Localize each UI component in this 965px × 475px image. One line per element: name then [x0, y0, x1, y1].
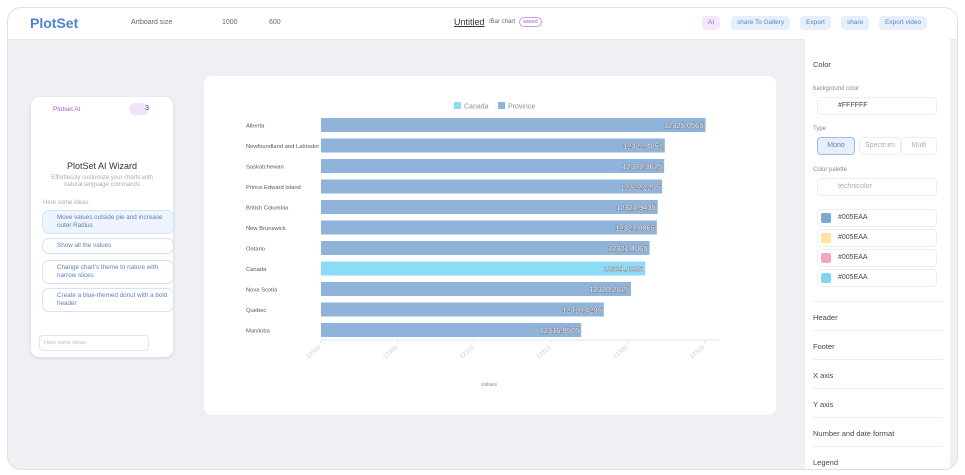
swatch: [821, 273, 831, 283]
category-label: Canada: [246, 267, 267, 273]
x-tick-label: 12310: [459, 345, 476, 361]
ai-description: Effortlessly customize your charts with …: [51, 175, 153, 188]
badge: saved: [519, 17, 542, 27]
category-label: Nova Scotia: [246, 288, 278, 294]
idea[interactable]: Create a blue-themed donut with a bold h…: [42, 288, 174, 312]
bar: [321, 118, 706, 132]
value-label: 12318.4295: [562, 306, 602, 315]
bar: [321, 261, 646, 276]
swatch-input[interactable]: #005EAA: [817, 269, 937, 287]
x-tick-label: 12325: [689, 345, 706, 361]
section-title[interactable]: Footer: [813, 330, 943, 360]
logo[interactable]: PlotSet: [30, 15, 79, 31]
bar: [321, 323, 582, 337]
category-label: New Brunswick: [246, 226, 286, 232]
ai-panel-title: Plotset AI: [53, 106, 81, 113]
x-tick-label: 12320: [613, 345, 630, 361]
doc-subtitle: /Bar chart: [489, 19, 516, 25]
swatch: [821, 233, 831, 243]
export-button[interactable]: Export: [800, 16, 831, 30]
swatch: [821, 213, 831, 223]
category-label: Newfoundland and Labrador: [246, 144, 319, 150]
bar: [321, 241, 650, 255]
category-label: Saskatchewan: [246, 165, 284, 171]
category-label: Alberta: [246, 124, 265, 130]
chart-card: Canada Province Alberta Newfoundland and La…: [204, 76, 776, 415]
swatch-input[interactable]: #005EAA: [817, 229, 937, 247]
bar: [321, 138, 665, 153]
category-label: Manitoba: [246, 329, 271, 335]
legend-label: Province: [508, 104, 535, 111]
bar: [321, 302, 604, 317]
category-label: Ontario: [246, 247, 265, 253]
value-label: 12322.4051: [623, 142, 663, 151]
swatch-input[interactable]: #005EAA: [817, 249, 937, 267]
section-title[interactable]: Y axis: [813, 388, 943, 418]
legend-swatch: [498, 102, 505, 109]
ai-panel: Plotset AI 3 PlotSet AI Wizard Effortles…: [31, 97, 174, 357]
x-tick-label: 12300: [306, 345, 323, 361]
x-tick-label: 12315: [536, 345, 553, 361]
value-label: 12325.0565: [664, 121, 704, 130]
value-label: 12322.2295: [621, 183, 661, 192]
bar: [321, 282, 632, 296]
legend-label: Canada: [464, 104, 489, 111]
palette-label: Color palette: [813, 167, 848, 173]
bg-label: background color: [813, 86, 860, 92]
idea[interactable]: Show all the values: [42, 238, 174, 254]
section-title[interactable]: Number and date format: [813, 417, 943, 447]
value-label: 12316.9565: [540, 326, 580, 335]
swatch-input[interactable]: #005EAA: [817, 209, 937, 227]
bg-input[interactable]: #FFFFFF: [817, 97, 937, 115]
section-title[interactable]: Legend: [813, 446, 943, 469]
value-label: 12321.9435: [616, 203, 656, 212]
x-tick-label: 12305: [382, 345, 399, 361]
ai-button[interactable]: AI: [702, 16, 721, 30]
export-video-button[interactable]: Export video: [879, 16, 928, 30]
bar: [321, 200, 658, 214]
value-label: 12322.3625: [623, 162, 663, 171]
app-frame: PlotSet Artboard size 1000 600 Untitled …: [7, 7, 958, 470]
ai-heading: PlotSet AI Wizard: [66, 161, 138, 171]
section-title[interactable]: X axis: [813, 359, 943, 389]
toolbar: PlotSet Artboard size 1000 600 Untitled …: [8, 8, 957, 40]
chart: Canada Province Alberta Newfoundland and La…: [246, 102, 720, 388]
idea[interactable]: Change chart's theme to nature with narr…: [42, 260, 174, 284]
idea[interactable]: Move values outside pie and increase out…: [42, 210, 174, 234]
type-label: Type: [813, 126, 827, 132]
section-title[interactable]: Header: [813, 301, 943, 331]
type-option[interactable]: Multi: [901, 137, 937, 155]
width-input[interactable]: 1000: [222, 19, 238, 26]
type-option[interactable]: Mono: [817, 137, 855, 155]
bar: [321, 179, 663, 194]
bar: [321, 220, 657, 235]
category-label: Prince Edward Island: [246, 185, 301, 191]
bar: [321, 159, 665, 173]
credits: 3: [129, 103, 149, 115]
doc-title[interactable]: Untitled: [454, 17, 485, 27]
share-button[interactable]: share: [841, 16, 870, 30]
share-gallery-button[interactable]: share To Gallery: [731, 16, 791, 30]
palette-select[interactable]: technicolor: [817, 178, 937, 196]
swatch: [821, 253, 831, 263]
value-label: 12321.1285: [604, 265, 644, 274]
type-option[interactable]: Spectrum: [859, 137, 901, 155]
value-label: 12320.2015: [589, 285, 629, 294]
category-label: British Columbia: [246, 206, 289, 212]
ai-input[interactable]: Here some ideas: [39, 335, 149, 351]
x-axis-label: values: [481, 382, 497, 388]
section-title[interactable]: Color: [813, 60, 831, 69]
ideas-label: Here some ideas:: [43, 200, 91, 206]
value-label: 12321.8865: [615, 224, 655, 233]
artboard-label: Artboard size: [131, 19, 173, 26]
settings-panel: Color background color #FFFFFF Type Mono…: [805, 39, 950, 469]
category-label: Quebec: [246, 308, 266, 314]
value-label: 12321.4065: [608, 244, 648, 253]
height-input[interactable]: 600: [269, 19, 281, 26]
legend-swatch: [454, 102, 461, 109]
